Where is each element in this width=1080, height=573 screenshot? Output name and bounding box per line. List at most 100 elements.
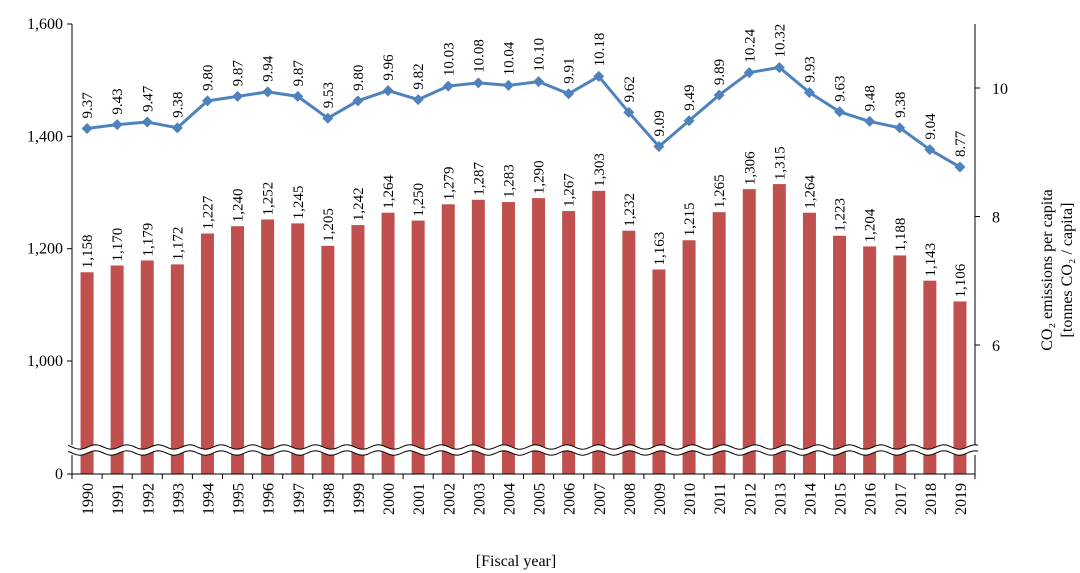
line-series bbox=[81, 61, 966, 173]
line-marker bbox=[924, 144, 936, 156]
bar bbox=[622, 230, 636, 474]
bar-value-label: 1,143 bbox=[923, 243, 939, 277]
bar-value-label: 1,265 bbox=[712, 174, 728, 208]
line-marker bbox=[533, 76, 545, 88]
bar bbox=[441, 204, 455, 475]
line-value-label: 10.03 bbox=[441, 42, 457, 76]
line-marker bbox=[834, 106, 846, 118]
bar-value-label: 1,267 bbox=[562, 173, 578, 207]
x-tick-label: 2011 bbox=[712, 483, 729, 514]
line-marker bbox=[81, 122, 93, 134]
x-tick-label: 2003 bbox=[471, 483, 488, 515]
x-tick-label: 2007 bbox=[592, 483, 609, 515]
line-value-label: 9.93 bbox=[802, 56, 818, 82]
bar-value-label: 1,227 bbox=[200, 195, 216, 229]
bar bbox=[471, 199, 485, 474]
line-marker bbox=[623, 106, 635, 118]
bar-value-label: 1,306 bbox=[742, 151, 758, 185]
line-marker bbox=[382, 85, 394, 97]
bar bbox=[381, 212, 395, 474]
line-value-label: 10.08 bbox=[471, 39, 487, 73]
line-value-label: 9.09 bbox=[652, 110, 668, 136]
line-value-label: 9.80 bbox=[351, 65, 367, 91]
line-marker bbox=[201, 95, 213, 107]
x-tick-label: 2002 bbox=[441, 483, 458, 515]
bar-value-label: 1,303 bbox=[592, 153, 608, 187]
line-value-label: 9.96 bbox=[381, 54, 397, 81]
line-marker bbox=[442, 80, 454, 92]
bar-value-label: 1,215 bbox=[682, 202, 698, 236]
x-tick-label: 1993 bbox=[170, 483, 187, 515]
bar bbox=[231, 226, 245, 474]
line-marker bbox=[412, 94, 424, 106]
x-tick-label: 2010 bbox=[682, 483, 699, 515]
x-tick-label: 1995 bbox=[231, 483, 248, 515]
line-marker bbox=[292, 90, 304, 102]
axes: 0 1,000 1,200 1,400 1,600 6 8 10 1990 1991 1992 199… bbox=[27, 16, 1008, 515]
line-value-label: 10.32 bbox=[772, 24, 788, 58]
line-value-label: 9.49 bbox=[682, 85, 698, 111]
axis-break-band bbox=[68, 444, 979, 456]
x-tick-label: 1990 bbox=[80, 483, 97, 515]
line-marker bbox=[171, 122, 183, 134]
line-value-label: 9.82 bbox=[411, 63, 427, 89]
bar bbox=[772, 184, 786, 474]
line-value-label: 10.18 bbox=[592, 33, 608, 67]
line-value-label: 9.48 bbox=[863, 85, 879, 111]
line-marker bbox=[502, 79, 514, 91]
bar bbox=[742, 189, 756, 474]
bar-value-label: 1,106 bbox=[953, 263, 969, 297]
bar bbox=[953, 301, 967, 474]
line-value-label: 9.89 bbox=[712, 59, 728, 85]
line-marker bbox=[713, 89, 725, 101]
bar-value-label: 1,172 bbox=[170, 227, 186, 261]
right-tick-label: 10 bbox=[992, 81, 1008, 98]
x-tick-label: 2016 bbox=[863, 483, 880, 515]
bar bbox=[261, 219, 275, 474]
line-value-label: 8.77 bbox=[953, 130, 969, 157]
line-value-label: 10.10 bbox=[532, 38, 548, 72]
bar-value-label: 1,223 bbox=[833, 198, 849, 232]
line-marker bbox=[593, 70, 605, 82]
line-value-label: 10.04 bbox=[501, 41, 517, 75]
bar bbox=[532, 198, 546, 474]
bar bbox=[110, 265, 124, 474]
bar-value-label: 1,264 bbox=[381, 174, 397, 208]
line-marker bbox=[803, 86, 815, 98]
bar bbox=[321, 245, 335, 474]
bar-value-label: 1,264 bbox=[802, 174, 818, 208]
bar bbox=[411, 220, 425, 474]
x-tick-label: 2019 bbox=[953, 483, 970, 515]
x-tick-label: 2018 bbox=[923, 483, 940, 515]
bar-value-label: 1,315 bbox=[772, 146, 788, 180]
bar bbox=[291, 223, 305, 474]
line-marker bbox=[653, 140, 665, 152]
bar bbox=[140, 260, 154, 474]
bar bbox=[170, 264, 184, 474]
x-tick-label: 1997 bbox=[291, 483, 308, 515]
line-value-label: 9.47 bbox=[140, 85, 156, 112]
line-value-label: 9.80 bbox=[200, 65, 216, 91]
bar-value-label: 1,170 bbox=[110, 228, 126, 262]
line-value-label: 9.38 bbox=[170, 92, 186, 118]
right-tick-label: 6 bbox=[992, 338, 1000, 355]
right-tick-label: 8 bbox=[992, 210, 1000, 227]
left-tick-label: 0 bbox=[55, 466, 63, 483]
bar bbox=[592, 190, 606, 474]
x-tick-label: 1992 bbox=[140, 483, 157, 515]
data-labels: 1,158 1,170 1,179 1,172 1,227 1,240 1,252 1,245… bbox=[80, 24, 969, 298]
bar bbox=[351, 225, 365, 474]
x-tick-label: 2009 bbox=[652, 483, 669, 515]
right-axis-title-line2: [tonnes CO₂ / capita] bbox=[1059, 203, 1076, 338]
line-marker bbox=[743, 67, 755, 79]
x-tick-label: 2005 bbox=[532, 483, 549, 515]
axis-break-line-lower bbox=[67, 450, 979, 456]
line-value-label: 9.87 bbox=[291, 60, 307, 87]
line-value-label: 9.53 bbox=[321, 82, 337, 108]
line-marker bbox=[563, 88, 575, 100]
x-tick-label: 2013 bbox=[772, 483, 789, 515]
x-tick-label: 2001 bbox=[411, 483, 428, 515]
left-tick-label: 1,000 bbox=[27, 353, 63, 370]
line-value-label: 9.43 bbox=[110, 88, 126, 114]
